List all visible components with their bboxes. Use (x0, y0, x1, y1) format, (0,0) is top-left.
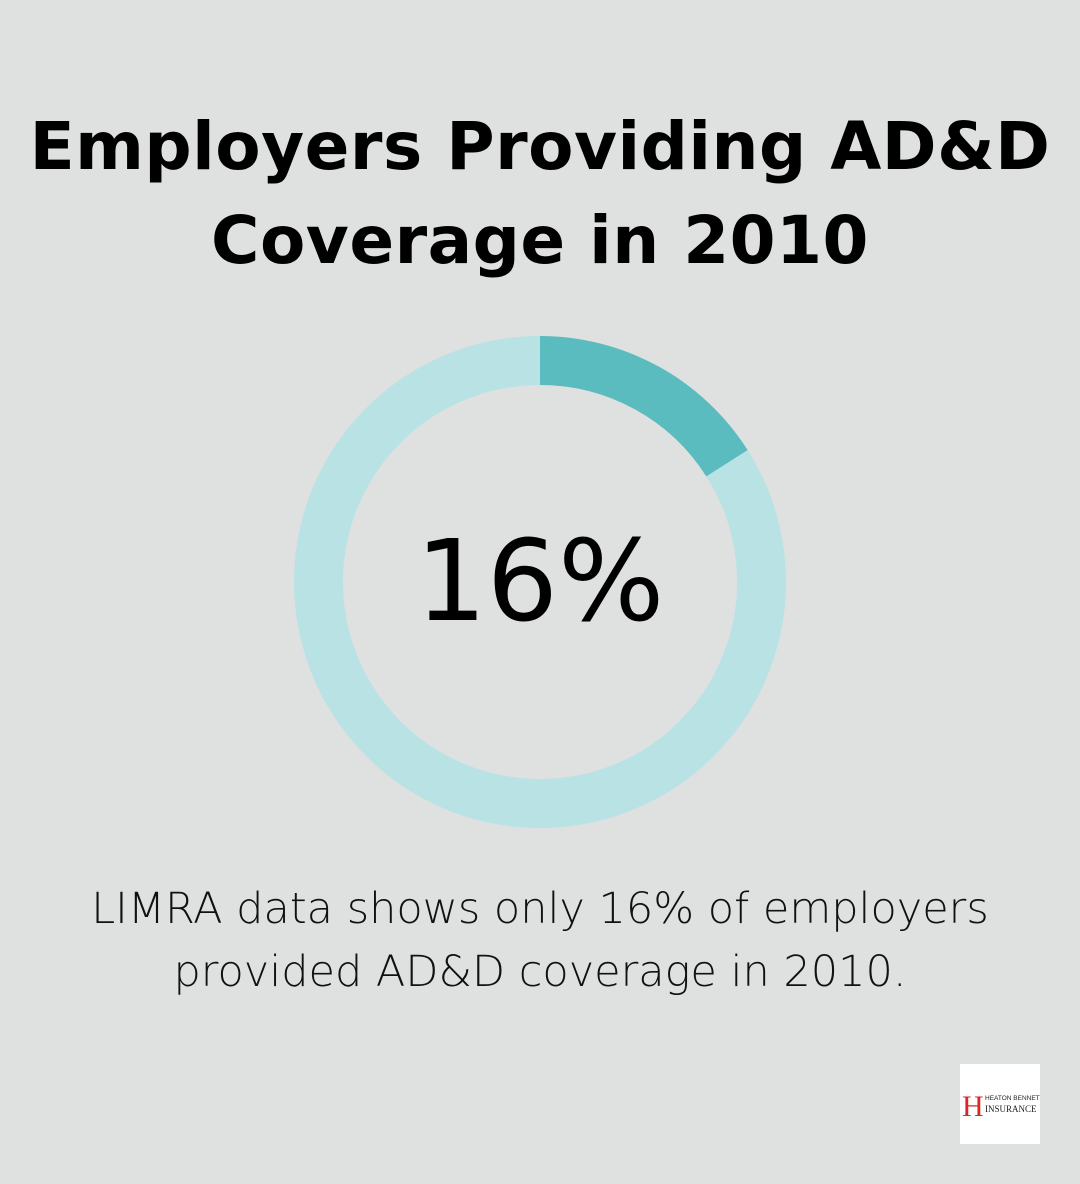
chart-title: Employers Providing AD&D Coverage in 201… (0, 100, 1080, 288)
svg-text:H: H (962, 1090, 984, 1123)
svg-text:INSURANCE: INSURANCE (985, 1104, 1037, 1114)
company-logo: H HEATON BENNETT INSURANCE (960, 1064, 1044, 1144)
svg-text:HEATON BENNETT: HEATON BENNETT (985, 1095, 1040, 1102)
logo-graphic: H HEATON BENNETT INSURANCE (962, 1090, 1044, 1123)
slice-highlight (539, 336, 748, 477)
caption-line-1: LIMRA data shows only 16% of employers (91, 884, 989, 934)
title-line-2: Coverage in 2010 (211, 202, 869, 279)
caption: LIMRA data shows only 16% of employers p… (0, 878, 1080, 1004)
center-value-label: 16% (415, 517, 665, 647)
slice-remainder (294, 336, 786, 828)
caption-line-2: provided AD&D coverage in 2010. (173, 947, 907, 997)
title-line-1: Employers Providing AD&D (29, 108, 1051, 185)
